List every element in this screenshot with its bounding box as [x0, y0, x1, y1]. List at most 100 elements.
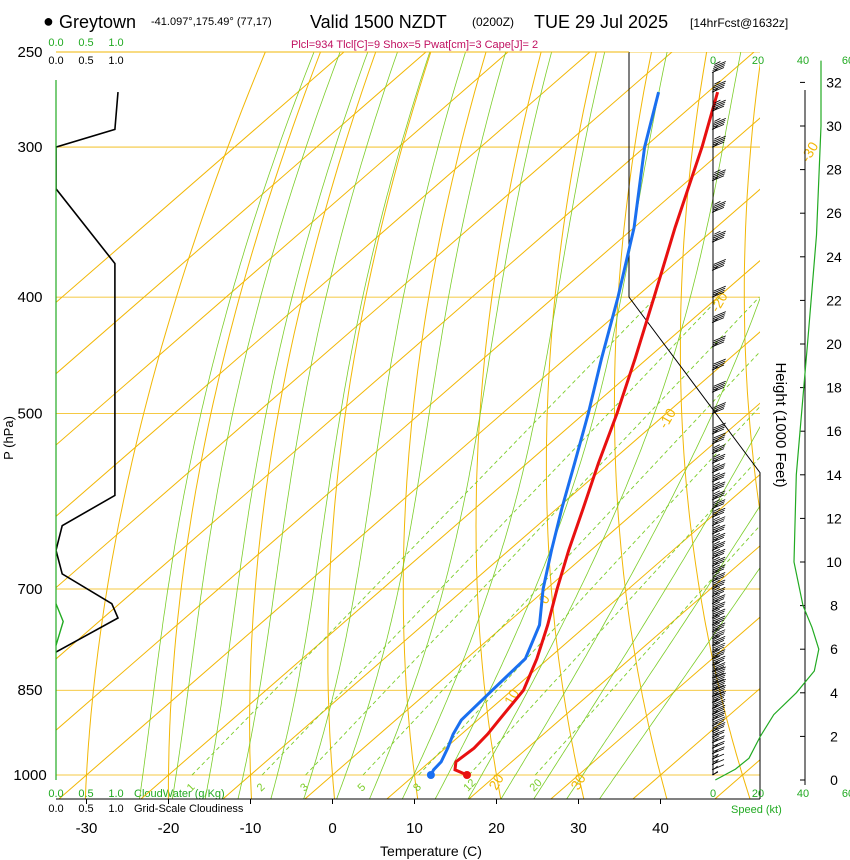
wind-barb-flag [712, 315, 725, 321]
wind-barb-flag [712, 700, 725, 707]
wind-barb-flag [712, 581, 725, 588]
wind-barb-flag [713, 490, 726, 497]
wind-barb [711, 629, 726, 640]
wind-barb-flag [712, 518, 725, 525]
x-tick-label: -10 [240, 820, 262, 837]
height-tick-label: 32 [826, 74, 842, 90]
height-axis-title: Height (1000 Feet) [772, 362, 789, 487]
wind-barb-flag [712, 610, 725, 617]
moist-adiabat-line [369, 52, 553, 799]
wind-barb-flag [712, 550, 725, 557]
cloudiness-scale-bottom-label: 0.5 [78, 803, 93, 815]
isotherm-label: 10 [501, 686, 523, 708]
wind-barb-flag [712, 746, 725, 753]
dry-adiabat-line [545, 52, 597, 799]
moist-adiabat-line [270, 52, 431, 799]
wind-barb-flag [711, 105, 725, 112]
wind-barb-flag [711, 714, 725, 721]
mixing-ratio-line [468, 456, 760, 776]
x-tick-label: 30 [570, 820, 587, 837]
x-tick-label: -20 [158, 820, 180, 837]
wind-barb-half-flag [713, 499, 720, 503]
wind-barb-flag [713, 608, 726, 615]
wind-barb-flag [711, 684, 725, 691]
wind-barb-flag [712, 603, 725, 610]
wind-barb-half-flag [714, 80, 721, 85]
speed-scale-label: 0 [710, 55, 716, 67]
wind-barb [711, 200, 726, 213]
wind-barb-flag [711, 690, 725, 697]
wind-barb [711, 770, 719, 776]
wind-barb-flag [713, 311, 726, 317]
wind-barb [711, 230, 726, 243]
wind-barb [711, 594, 726, 605]
wind-barb-flag [713, 666, 726, 673]
wind-barb-flag [712, 735, 725, 742]
wind-barb-flag [711, 653, 725, 659]
dewpoint-line [429, 91, 661, 776]
speed-line [715, 60, 822, 781]
valid-date: TUE 29 Jul 2025 [534, 12, 668, 32]
wind-barb-flag [713, 63, 726, 69]
wind-barb-flag [713, 691, 726, 697]
wind-barb-flag [713, 380, 726, 387]
wind-barb-flag [713, 704, 726, 711]
wind-barb [711, 666, 726, 679]
wind-barb [711, 678, 726, 691]
wind-barb-flag [712, 670, 725, 677]
wind-barb-flag [713, 524, 726, 531]
wind-barb [711, 532, 726, 543]
wind-barb-flag [713, 662, 726, 668]
wind-barb-flag [712, 384, 725, 391]
moist-adiabat-line [171, 52, 341, 799]
wind-barb-flag [712, 724, 725, 730]
wind-barb-flag [711, 291, 725, 298]
wind-barb-flag [711, 503, 725, 509]
wind-barb-flag [713, 649, 726, 655]
wind-barb-flag [713, 516, 726, 523]
wind-barb-flag [711, 702, 725, 709]
dry-adiabat-line [613, 52, 668, 799]
wind-barb-flag [713, 463, 726, 469]
wind-barb [711, 746, 725, 755]
wind-barb [711, 358, 726, 371]
pressure-tick-label: 500 [17, 406, 42, 423]
wind-barb-half-flag [713, 608, 720, 613]
wind-barb [711, 655, 726, 666]
height-tick-label: 28 [826, 162, 842, 178]
wind-barb-flag [711, 753, 725, 760]
wind-barb-flag [713, 481, 726, 488]
wind-barb-flag [711, 511, 725, 518]
wind-panel [711, 60, 822, 781]
dry-adiabat-line [167, 52, 322, 799]
height-tick-label: 18 [826, 380, 842, 396]
wind-barb-flag [712, 566, 725, 573]
station-name: Greytown [59, 12, 136, 32]
moist-adiabat-line [598, 567, 760, 799]
wind-barb-half-flag [713, 540, 720, 545]
wind-barb-flag [713, 668, 726, 675]
wind-barb-half-flag [713, 463, 720, 467]
wind-barb-flag [712, 729, 725, 736]
wind-barb-flag [713, 680, 726, 687]
wind-barb [711, 764, 725, 771]
wind-barb-flag [713, 642, 726, 649]
wind-barb-flag [713, 693, 726, 699]
wind-barb-flag [711, 633, 725, 640]
wind-barb-half-flag [713, 556, 720, 561]
wind-barb-flag [712, 617, 725, 624]
pressure-tick-label: 700 [17, 581, 42, 598]
wind-barb-half-flag [713, 490, 720, 495]
wind-barb-flag [712, 589, 725, 595]
wind-barb-flag [713, 579, 726, 586]
height-tick-label: 14 [826, 467, 842, 483]
wind-barb [711, 740, 725, 749]
mixing-ratio-label: 8 [411, 781, 424, 794]
mixing-ratio-label: 2 [255, 781, 268, 794]
wind-barb-flag [712, 289, 725, 296]
wind-barb [711, 524, 726, 535]
wind-barb [711, 540, 726, 551]
wind-barb-half-flag [713, 481, 720, 486]
cloudiness-line [56, 92, 120, 653]
wind-barb-flag [713, 202, 726, 209]
